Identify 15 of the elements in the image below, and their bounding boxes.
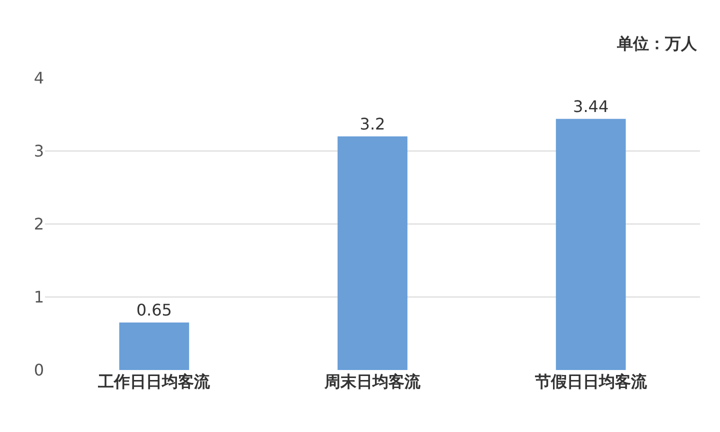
y-tick-label: 0 bbox=[34, 360, 44, 380]
x-tick-label: 节假日日均客流 bbox=[534, 372, 648, 391]
x-tick-label: 周末日均客流 bbox=[324, 372, 422, 391]
y-tick-label: 1 bbox=[34, 288, 44, 307]
y-tick-label: 3 bbox=[34, 142, 44, 161]
data-label: 0.65 bbox=[136, 300, 172, 320]
x-tick-label: 工作日日均客流 bbox=[97, 372, 212, 391]
text: 单位：万人 bbox=[616, 34, 698, 53]
bar bbox=[338, 136, 408, 370]
bar bbox=[556, 118, 626, 370]
y-tick-label: 4 bbox=[34, 68, 44, 88]
y-tick-label: 2 bbox=[34, 214, 44, 234]
data-label: 3.44 bbox=[573, 96, 609, 116]
bar bbox=[119, 322, 190, 370]
data-label: 3.2 bbox=[360, 114, 386, 134]
